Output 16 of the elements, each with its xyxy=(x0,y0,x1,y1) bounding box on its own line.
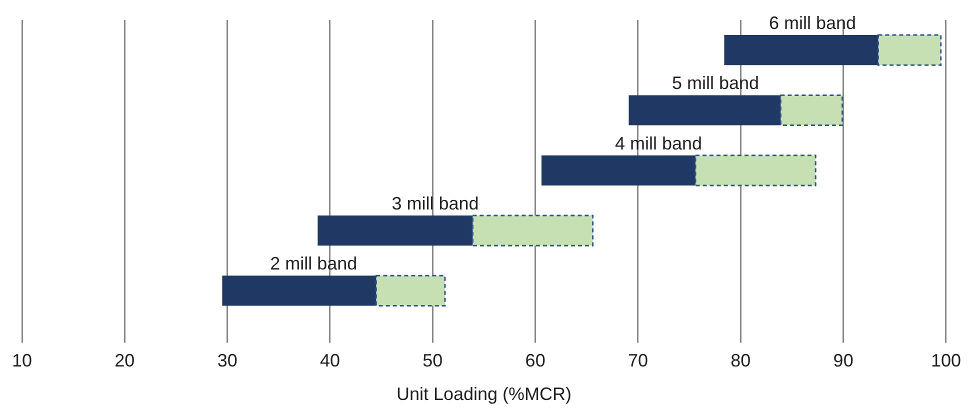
x-tick-label: 90 xyxy=(833,350,854,371)
x-tick-label: 10 xyxy=(12,350,32,371)
x-tick-label: 60 xyxy=(525,350,546,371)
y-tick-label: 6 mill band xyxy=(769,13,856,34)
x-tick-label: 50 xyxy=(422,350,443,371)
y-tick-label: 3 mill band xyxy=(392,193,479,214)
x-tick-label: 70 xyxy=(628,350,648,371)
x-tick-label: 20 xyxy=(114,350,135,371)
y-tick-label: 5 mill band xyxy=(672,73,760,94)
x-tick-label: 80 xyxy=(730,350,751,371)
x-axis-title: Unit Loading (%MCR) xyxy=(396,384,572,404)
y-tick-label: 4 mill band xyxy=(615,133,702,154)
x-tick-label: 30 xyxy=(217,350,238,371)
x-tick-label: 40 xyxy=(320,350,340,371)
y-tick-label: 2 mill band xyxy=(270,254,358,274)
x-tick-label: 100 xyxy=(930,350,962,371)
